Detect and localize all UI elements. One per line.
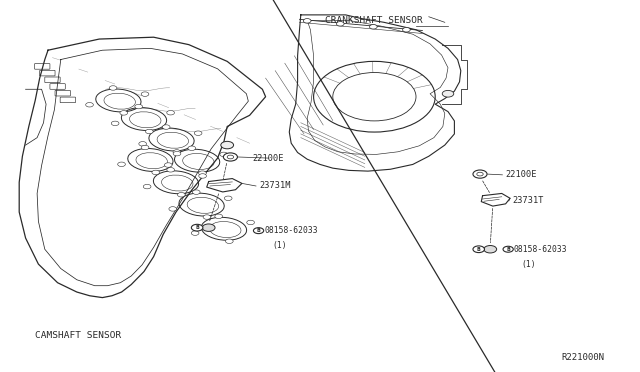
Text: B: B (477, 247, 481, 252)
Circle shape (177, 192, 185, 197)
Text: R221000N: R221000N (562, 353, 605, 362)
Circle shape (167, 168, 175, 172)
Circle shape (141, 92, 149, 96)
Circle shape (253, 228, 264, 234)
Circle shape (221, 141, 234, 149)
Text: 23731M: 23731M (259, 182, 291, 190)
Circle shape (195, 131, 202, 135)
Circle shape (198, 171, 206, 175)
Circle shape (503, 246, 513, 252)
Circle shape (143, 185, 151, 189)
Circle shape (109, 86, 117, 90)
Text: 08158-62033: 08158-62033 (514, 245, 568, 254)
Circle shape (225, 239, 233, 243)
Circle shape (473, 246, 484, 253)
Circle shape (173, 150, 180, 154)
Circle shape (225, 196, 232, 201)
Circle shape (223, 153, 237, 161)
Circle shape (199, 174, 207, 178)
Circle shape (220, 152, 228, 157)
Circle shape (477, 172, 483, 176)
Circle shape (86, 103, 93, 107)
Circle shape (163, 125, 170, 129)
Text: (1): (1) (522, 260, 536, 269)
Circle shape (442, 90, 454, 97)
Circle shape (164, 163, 172, 167)
Circle shape (203, 215, 211, 219)
Circle shape (369, 25, 377, 29)
Text: 23731T: 23731T (512, 196, 543, 205)
Circle shape (193, 190, 200, 195)
Circle shape (145, 129, 153, 134)
Circle shape (337, 22, 344, 26)
Text: CRANKSHAFT SENSOR: CRANKSHAFT SENSOR (325, 16, 423, 25)
Circle shape (118, 162, 125, 167)
Circle shape (473, 170, 487, 178)
Text: B: B (506, 247, 510, 252)
Circle shape (202, 224, 215, 231)
Circle shape (191, 231, 199, 235)
Circle shape (135, 105, 143, 109)
Text: 22100E: 22100E (253, 154, 284, 163)
Circle shape (191, 224, 203, 231)
Text: 08158-62033: 08158-62033 (264, 226, 318, 235)
Circle shape (120, 110, 127, 115)
Circle shape (152, 170, 159, 174)
Text: 22100E: 22100E (506, 170, 537, 179)
Circle shape (247, 220, 255, 225)
Circle shape (484, 246, 497, 253)
Circle shape (167, 110, 175, 115)
Circle shape (403, 28, 410, 32)
Circle shape (111, 121, 119, 126)
Circle shape (169, 207, 177, 211)
Circle shape (141, 145, 149, 150)
Text: (1): (1) (272, 241, 287, 250)
Text: CAMSHAFT SENSOR: CAMSHAFT SENSOR (35, 331, 122, 340)
Circle shape (173, 151, 181, 156)
Circle shape (303, 19, 311, 23)
Circle shape (215, 214, 223, 219)
Text: B: B (195, 225, 199, 230)
Circle shape (188, 146, 196, 151)
Text: B: B (257, 228, 260, 233)
Circle shape (139, 142, 147, 146)
Circle shape (227, 155, 234, 159)
